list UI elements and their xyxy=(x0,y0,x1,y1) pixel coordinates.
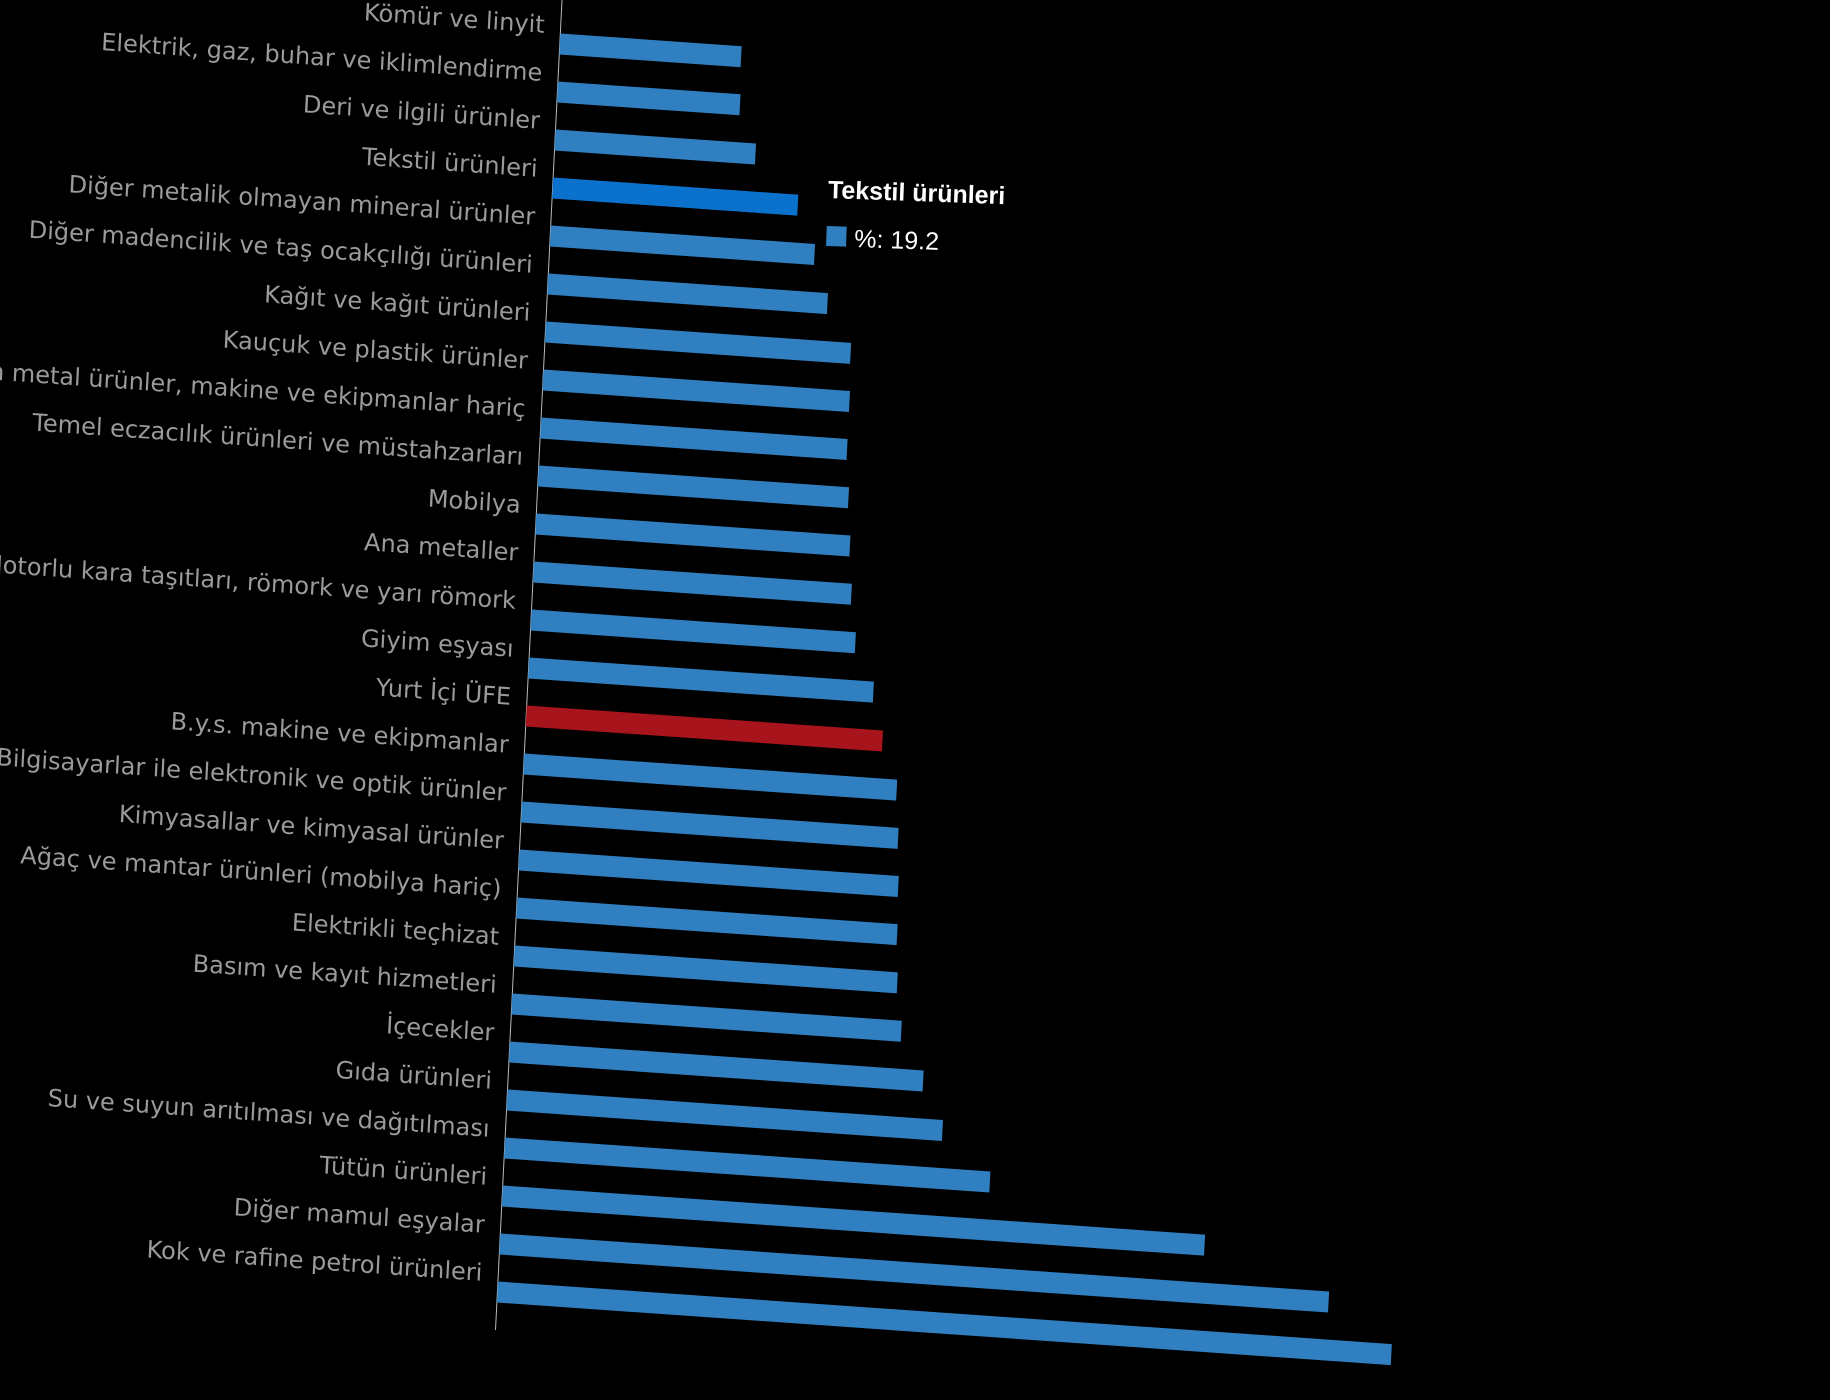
bar[interactable] xyxy=(530,609,856,654)
tooltip: Tekstil ürünleri %: 19.2 xyxy=(826,176,1006,256)
category-label: Kağıt ve kağıt ürünleri xyxy=(264,280,531,327)
category-label: Kömür ve linyit xyxy=(363,0,545,39)
tooltip-value: %: 19.2 xyxy=(854,225,940,256)
bar[interactable] xyxy=(523,753,898,801)
category-label: Temel eczacılık ürünleri ve müstahzarlar… xyxy=(31,409,524,471)
bar[interactable] xyxy=(499,1233,1330,1313)
category-label: Ağaç ve mantar ürünleri (mobilya hariç) xyxy=(20,841,502,903)
bar[interactable] xyxy=(549,225,816,266)
bar[interactable] xyxy=(518,849,899,898)
category-label: Tütün ürünleri xyxy=(318,1151,488,1191)
bar[interactable] xyxy=(504,1137,991,1193)
bar[interactable] xyxy=(508,1041,924,1092)
category-label: Elektrikli teçhizat xyxy=(291,908,500,950)
bar[interactable] xyxy=(528,657,874,703)
bar[interactable] xyxy=(544,321,852,364)
category-label: Diğer mamul eşyalar xyxy=(233,1193,485,1239)
category-label: Gıda ürünleri xyxy=(335,1056,493,1095)
category-label: Tekstil ürünleri xyxy=(360,143,538,183)
tooltip-title: Tekstil ürünleri xyxy=(828,176,1006,210)
bar[interactable] xyxy=(532,561,852,605)
category-label: Kimyasallar ve kimyasal ürünler xyxy=(118,800,505,855)
bar-highlight[interactable] xyxy=(525,705,884,752)
bar[interactable] xyxy=(516,897,898,946)
tooltip-swatch xyxy=(826,225,847,247)
category-label: Kok ve rafine petrol ürünleri xyxy=(146,1235,483,1286)
category-label: Kauçuk ve plastik ürünler xyxy=(222,326,529,375)
bar[interactable] xyxy=(501,1185,1206,1256)
category-label: Basım ve kayıt hizmetleri xyxy=(192,950,497,999)
bar[interactable] xyxy=(540,417,848,460)
bar[interactable] xyxy=(552,177,799,216)
bar[interactable] xyxy=(537,465,850,509)
bar[interactable] xyxy=(547,273,828,315)
bar[interactable] xyxy=(556,81,741,116)
category-label: Deri ve ilgili ürünler xyxy=(302,90,540,135)
bar[interactable] xyxy=(554,129,757,165)
category-label: Mobilya xyxy=(427,484,521,518)
bar[interactable] xyxy=(513,945,898,994)
bar[interactable] xyxy=(559,33,742,68)
category-label: Elektrik, gaz, buhar ve iklimlendirme xyxy=(101,28,543,87)
category-label: İçecekler xyxy=(385,1010,495,1047)
bar[interactable] xyxy=(542,369,851,412)
category-label: B.y.s. makine ve ekipmanlar xyxy=(170,707,510,759)
bar[interactable] xyxy=(496,1281,1392,1366)
bar[interactable] xyxy=(535,513,851,557)
bar[interactable] xyxy=(520,801,899,849)
category-label: Diğer metalik olmayan mineral ürünler xyxy=(68,170,536,231)
category-label: Ana metaller xyxy=(363,528,519,567)
category-label: Su ve suyun arıtılması ve dağıtılması xyxy=(47,1084,490,1143)
category-label: Giyim eşyası xyxy=(360,624,514,663)
bar[interactable] xyxy=(506,1089,943,1141)
category-label: Yurt İçi ÜFE xyxy=(374,672,512,710)
bar[interactable] xyxy=(511,993,902,1042)
